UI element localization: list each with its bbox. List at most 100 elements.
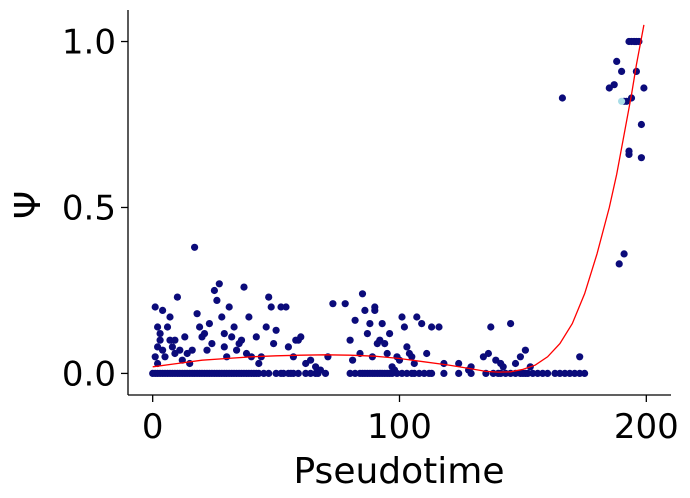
data-point: [156, 330, 164, 338]
data-point: [386, 330, 394, 338]
data-point: [252, 333, 260, 341]
y-ticks: 0.0 0.5 1.0: [62, 23, 128, 394]
data-point: [413, 313, 421, 321]
data-point: [455, 359, 463, 368]
data-point: [173, 293, 181, 301]
highlight-point: [618, 97, 626, 105]
data-point: [230, 323, 238, 331]
data-point: [368, 353, 376, 361]
data-point: [346, 336, 354, 344]
data-point: [265, 369, 273, 377]
data-point: [610, 81, 618, 89]
data-point: [282, 303, 290, 311]
data-point: [240, 283, 248, 291]
highlight-points: [618, 97, 626, 105]
data-point: [403, 343, 411, 351]
data-point: [156, 336, 164, 344]
data-point: [270, 340, 278, 348]
data-point: [154, 323, 162, 331]
data-point: [208, 340, 216, 348]
data-point: [418, 320, 426, 328]
y-tick-label: 0.0: [62, 354, 116, 394]
data-point: [400, 323, 408, 331]
data-point: [316, 366, 325, 374]
data-point: [196, 323, 204, 331]
data-point: [181, 333, 189, 341]
data-point: [615, 260, 623, 268]
data-point: [151, 353, 159, 361]
data-point: [255, 359, 263, 368]
data-point: [233, 346, 241, 354]
data-point: [171, 336, 179, 344]
data-point: [618, 67, 626, 75]
data-point: [262, 323, 270, 331]
y-tick-label: 0.5: [62, 188, 116, 228]
data-point: [581, 369, 589, 377]
data-point: [294, 369, 302, 377]
data-point: [193, 310, 201, 318]
data-point: [215, 280, 223, 288]
data-point: [484, 349, 492, 358]
data-point: [391, 366, 399, 374]
data-point: [218, 313, 226, 321]
data-point: [408, 353, 416, 361]
data-points: [151, 37, 648, 374]
data-point: [220, 343, 228, 351]
data-point: [632, 67, 641, 75]
y-tick-label: 1.0: [62, 23, 116, 63]
data-point: [499, 363, 507, 371]
data-point: [168, 343, 176, 351]
data-point: [203, 346, 211, 354]
data-point: [307, 369, 315, 377]
data-point: [455, 369, 463, 377]
data-point: [272, 326, 280, 334]
data-point: [265, 293, 273, 301]
data-point: [349, 356, 357, 364]
data-point: [228, 333, 236, 341]
data-point: [225, 303, 233, 311]
data-point: [428, 369, 436, 377]
data-point: [625, 150, 633, 158]
x-ticks: 0 100 200: [142, 395, 679, 447]
data-point: [237, 336, 246, 344]
data-point: [544, 369, 552, 377]
data-point: [245, 313, 253, 321]
data-point: [534, 369, 542, 377]
data-point: [351, 316, 359, 324]
data-point: [571, 369, 579, 377]
data-point: [159, 306, 167, 314]
x-tick-label: 0: [142, 407, 164, 447]
data-point: [637, 154, 646, 162]
data-point: [423, 349, 431, 358]
data-point: [435, 323, 443, 331]
data-point: [415, 369, 423, 377]
zero-points: [149, 369, 589, 377]
data-point: [329, 300, 337, 308]
data-point: [307, 356, 315, 364]
data-point: [151, 303, 159, 311]
data-point: [381, 340, 389, 348]
data-point: [267, 303, 275, 311]
x-axis-label: Pseudotime: [293, 451, 504, 492]
data-point: [398, 313, 406, 321]
data-point: [358, 290, 367, 298]
data-point: [620, 250, 628, 258]
data-point: [383, 349, 391, 358]
data-point: [284, 343, 292, 351]
data-point: [428, 323, 436, 331]
data-point: [521, 346, 530, 354]
data-point: [205, 320, 213, 328]
data-point: [346, 369, 354, 377]
data-point: [210, 286, 218, 295]
data-point: [410, 359, 418, 368]
data-point: [558, 94, 567, 102]
data-point: [341, 300, 349, 308]
data-point: [289, 353, 297, 361]
data-point: [613, 57, 621, 65]
data-point: [297, 333, 305, 341]
data-point: [371, 303, 379, 311]
data-point: [511, 359, 520, 368]
data-point: [637, 120, 646, 129]
data-point: [516, 353, 525, 361]
